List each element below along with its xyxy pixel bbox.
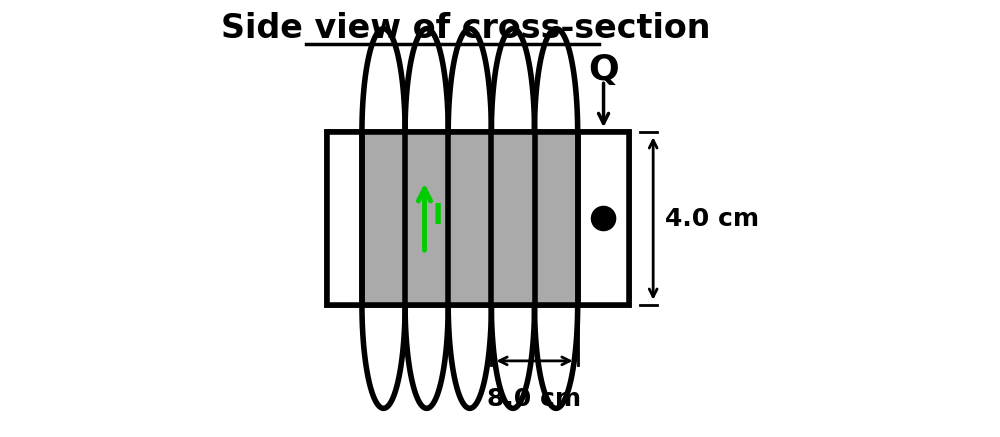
Text: Side view of cross-section: Side view of cross-section — [221, 12, 710, 45]
Bar — [327, 132, 629, 305]
Bar — [362, 132, 578, 305]
Bar — [327, 132, 629, 305]
Bar — [327, 132, 362, 305]
Text: Q: Q — [588, 52, 619, 87]
Text: 4.0 cm: 4.0 cm — [665, 207, 759, 230]
Text: I: I — [432, 202, 443, 230]
Text: 8.0 cm: 8.0 cm — [487, 387, 582, 411]
Bar — [578, 132, 629, 305]
Circle shape — [591, 206, 616, 231]
